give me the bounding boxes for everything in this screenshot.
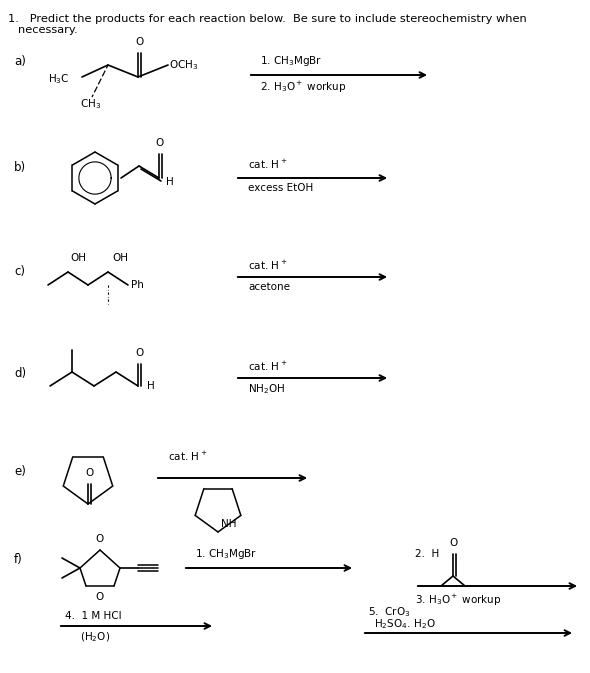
Text: cat. H$^+$: cat. H$^+$ [248, 359, 287, 373]
Text: O: O [135, 37, 143, 47]
Text: 2. H$_3$O$^+$ workup: 2. H$_3$O$^+$ workup [260, 79, 346, 94]
Text: O: O [96, 534, 104, 544]
Text: cat. H$^+$: cat. H$^+$ [248, 258, 287, 271]
Text: O: O [85, 468, 93, 478]
Text: c): c) [14, 266, 25, 279]
Text: 3. H$_3$O$^+$ workup: 3. H$_3$O$^+$ workup [415, 592, 502, 608]
Text: b): b) [14, 162, 26, 174]
Text: e): e) [14, 466, 26, 479]
Text: H: H [166, 177, 173, 187]
Text: H: H [147, 381, 155, 391]
Text: a): a) [14, 55, 26, 69]
Text: acetone: acetone [248, 282, 290, 292]
Text: H$_2$SO$_4$. H$_2$O: H$_2$SO$_4$. H$_2$O [374, 617, 435, 631]
Text: CH$_3$: CH$_3$ [80, 97, 101, 111]
Text: H$_3$C: H$_3$C [48, 72, 70, 86]
Text: 1. CH$_3$MgBr: 1. CH$_3$MgBr [260, 54, 322, 68]
Text: NH$_2$OH: NH$_2$OH [248, 382, 285, 396]
Text: OH: OH [70, 253, 86, 263]
Text: O: O [96, 592, 104, 602]
Text: excess EtOH: excess EtOH [248, 183, 313, 193]
Text: d): d) [14, 367, 26, 380]
Text: O: O [450, 538, 458, 548]
Text: OCH$_3$: OCH$_3$ [169, 58, 198, 72]
Text: (H$_2$O): (H$_2$O) [80, 630, 110, 644]
Text: O: O [156, 138, 164, 148]
Text: cat. H$^+$: cat. H$^+$ [168, 450, 208, 462]
Text: 2.  H: 2. H [415, 549, 439, 559]
Text: f): f) [14, 553, 23, 567]
Text: 1.   Predict the products for each reaction below.  Be sure to include stereoche: 1. Predict the products for each reactio… [8, 14, 527, 24]
Text: OH: OH [112, 253, 128, 263]
Text: Ph: Ph [131, 280, 144, 290]
Text: 4.  1 M HCl: 4. 1 M HCl [65, 611, 122, 621]
Text: 1. CH$_3$MgBr: 1. CH$_3$MgBr [195, 547, 257, 561]
Text: 5.  CrO$_3$: 5. CrO$_3$ [368, 605, 410, 619]
Text: cat. H$^+$: cat. H$^+$ [248, 157, 287, 170]
Text: necessary.: necessary. [18, 25, 78, 35]
Text: NH: NH [221, 519, 237, 529]
Text: O: O [135, 348, 143, 358]
